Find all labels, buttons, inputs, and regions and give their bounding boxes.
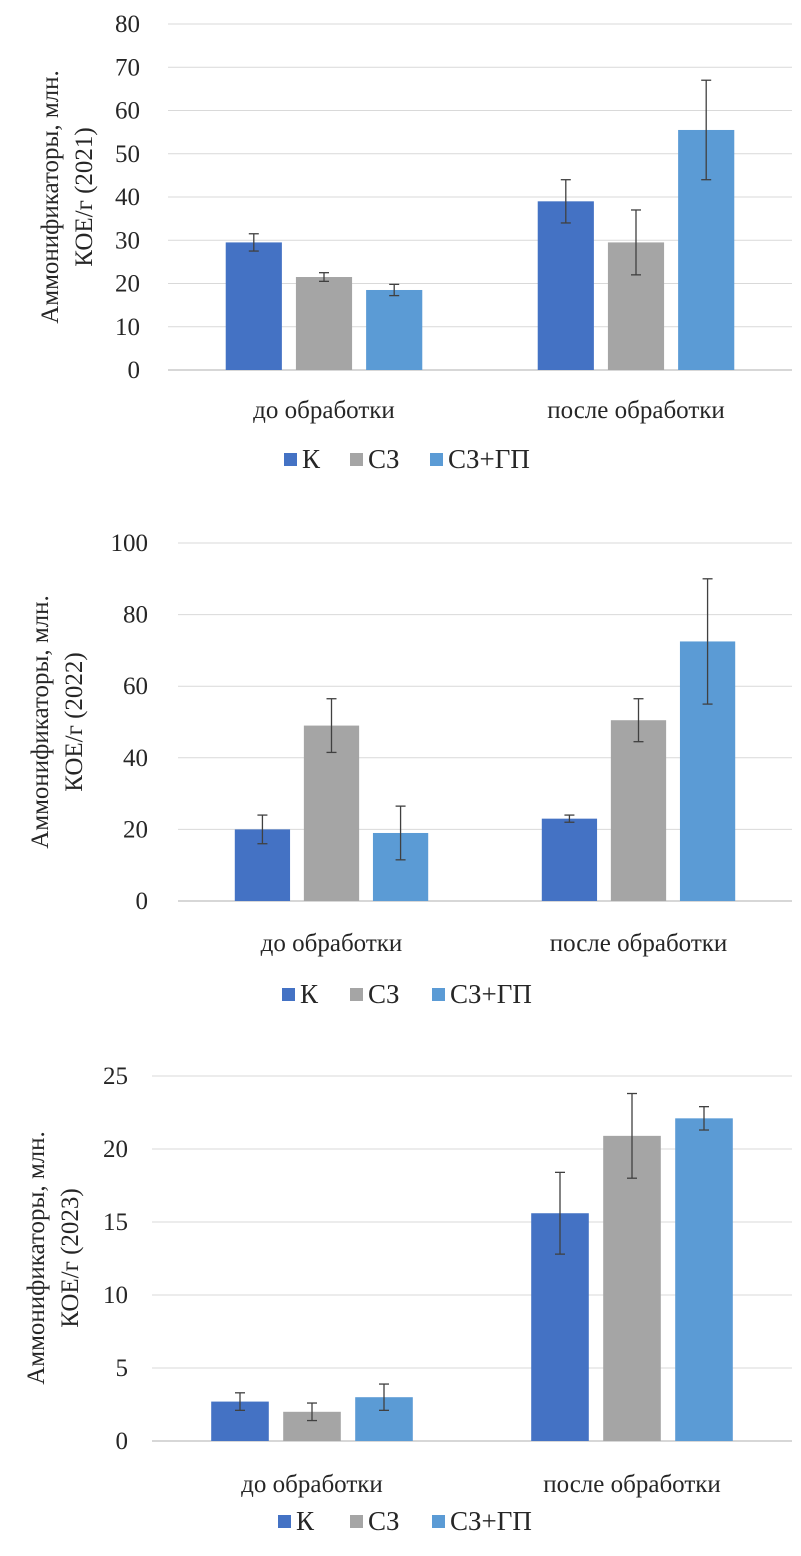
legend-label-СЗ+ГП: СЗ+ГП xyxy=(450,1506,532,1536)
y-tick-label: 25 xyxy=(103,1063,128,1090)
y-tick-label: 100 xyxy=(111,530,149,557)
legend-swatch-СЗ+ГП xyxy=(430,453,443,466)
y-tick-label: 40 xyxy=(123,745,148,772)
bar-К-before xyxy=(225,242,282,370)
bar-СЗ+ГП-after xyxy=(675,1118,733,1441)
y-tick-label: 60 xyxy=(115,98,140,125)
chart-2023-svg: 0 5 10 15 20 25 до обработки после обработки Амм… xyxy=(23,1063,792,1536)
chart-2023: 0 5 10 15 20 25 до обработки после обработки Амм… xyxy=(0,1050,801,1556)
y-tick-label: 40 xyxy=(115,184,140,211)
bar-К-after xyxy=(541,818,598,901)
legend-swatch-СЗ xyxy=(350,453,363,466)
legend-label-СЗ+ГП: СЗ+ГП xyxy=(450,979,532,1009)
y-tick-label: 0 xyxy=(116,1428,129,1455)
y-tick-label: 0 xyxy=(136,888,149,915)
legend-label-СЗ+ГП: СЗ+ГП xyxy=(448,444,530,474)
y-tick-label: 20 xyxy=(123,816,148,843)
bar-СЗ-before xyxy=(303,725,360,901)
legend-swatch-СЗ xyxy=(350,988,363,1001)
y-axis-title-line2: КОЕ/г (2021) xyxy=(71,127,98,266)
legend-label-К: К xyxy=(300,979,319,1009)
legend-swatch-К xyxy=(284,453,297,466)
chart-2021-svg: 0 10 20 30 40 50 60 70 80 до обработки после обраб… xyxy=(37,11,792,474)
legend-label-К: К xyxy=(302,444,321,474)
y-tick-label: 70 xyxy=(115,54,140,81)
y-axis-title-line2: КОЕ/г (2023) xyxy=(57,1188,84,1327)
bar-СЗ-after xyxy=(610,720,667,901)
y-tick-label: 60 xyxy=(123,673,148,700)
y-tick-label: 5 xyxy=(116,1355,129,1382)
chart-2021: 0 10 20 30 40 50 60 70 80 до обработки после обраб… xyxy=(0,0,801,500)
legend-label-СЗ: СЗ xyxy=(368,1506,400,1536)
legend-label-СЗ: СЗ xyxy=(368,444,400,474)
chart-2022-svg: 0 20 40 60 80 100 до обработки после обработки А… xyxy=(27,530,792,1009)
y-tick-label: 50 xyxy=(115,141,140,168)
y-axis-title-line1: Аммонификаторы, млн. xyxy=(23,1131,50,1385)
legend-swatch-СЗ+ГП xyxy=(432,1515,445,1528)
y-tick-label: 20 xyxy=(115,271,140,298)
legend-swatch-К xyxy=(278,1515,291,1528)
bar-СЗ-before xyxy=(295,277,353,370)
bar-СЗ-after xyxy=(603,1135,661,1441)
y-tick-label: 20 xyxy=(103,1136,128,1163)
y-tick-label: 15 xyxy=(103,1209,128,1236)
x-category-label: до обработки xyxy=(253,397,395,424)
legend-label-К: К xyxy=(296,1506,315,1536)
legend-swatch-СЗ+ГП xyxy=(432,988,445,1001)
y-tick-label: 10 xyxy=(103,1282,128,1309)
y-tick-label: 0 xyxy=(128,357,141,384)
y-axis-title-line1: Аммонификаторы, млн. xyxy=(27,595,54,849)
x-category-label: после обработки xyxy=(550,930,728,957)
x-category-label: до обработки xyxy=(241,1471,383,1498)
y-tick-label: 80 xyxy=(115,11,140,38)
bar-К-after xyxy=(537,201,594,370)
x-category-label: после обработки xyxy=(547,397,725,424)
legend-swatch-СЗ xyxy=(350,1515,363,1528)
y-axis-title-line2: КОЕ/г (2022) xyxy=(61,652,88,791)
x-category-label: до обработки xyxy=(261,930,403,957)
x-category-label: после обработки xyxy=(543,1471,721,1498)
y-tick-label: 10 xyxy=(115,314,140,341)
y-axis-title-line1: Аммонификаторы, млн. xyxy=(37,70,64,324)
y-tick-label: 80 xyxy=(123,602,148,629)
chart-2022: 0 20 40 60 80 100 до обработки после обработки А… xyxy=(0,525,801,1025)
legend-swatch-К xyxy=(282,988,295,1001)
bar-СЗ+ГП-before xyxy=(366,289,423,370)
y-tick-label: 30 xyxy=(115,227,140,254)
legend-label-СЗ: СЗ xyxy=(368,979,400,1009)
